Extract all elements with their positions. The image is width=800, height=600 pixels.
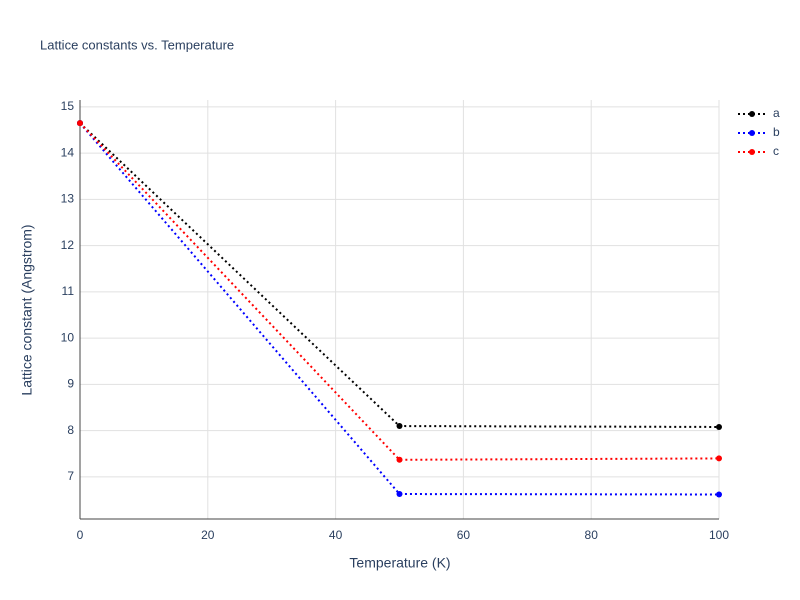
y-tick-label: 12: [61, 238, 75, 252]
series-line: [79, 122, 720, 428]
x-tick-label: 80: [585, 528, 599, 542]
x-axis-label: Temperature (K): [349, 555, 450, 571]
chart-title: Lattice constants vs. Temperature: [40, 37, 234, 52]
x-tick-label: 0: [77, 528, 84, 542]
y-tick-label: 7: [67, 469, 74, 483]
y-tick-label: 8: [67, 423, 74, 437]
y-tick-label: 14: [61, 145, 75, 159]
data-point: [396, 491, 403, 498]
x-tick-label: 60: [457, 528, 471, 542]
x-tick-label: 40: [329, 528, 343, 542]
legend-marker: [749, 130, 755, 136]
y-tick-label: 10: [61, 330, 75, 344]
data-point: [716, 491, 722, 498]
legend-label: c: [773, 144, 779, 158]
y-tick-label: 9: [67, 377, 74, 391]
data-point: [77, 120, 83, 127]
x-tick-label: 20: [201, 528, 215, 542]
data-point: [396, 456, 403, 463]
y-tick-label: 11: [62, 284, 75, 298]
y-tick-label: 13: [61, 192, 75, 206]
legend-marker: [749, 111, 755, 117]
y-tick-label: 15: [61, 99, 75, 113]
data-point: [716, 455, 722, 462]
data-point: [396, 423, 403, 430]
legend-label: b: [773, 125, 780, 139]
legend-marker: [749, 149, 755, 155]
data-point: [716, 423, 722, 430]
series-line: [79, 122, 720, 496]
x-tick-label: 100: [709, 528, 729, 542]
legend-label: a: [773, 106, 780, 120]
y-axis-label: Lattice constant (Angstrom): [19, 224, 35, 395]
